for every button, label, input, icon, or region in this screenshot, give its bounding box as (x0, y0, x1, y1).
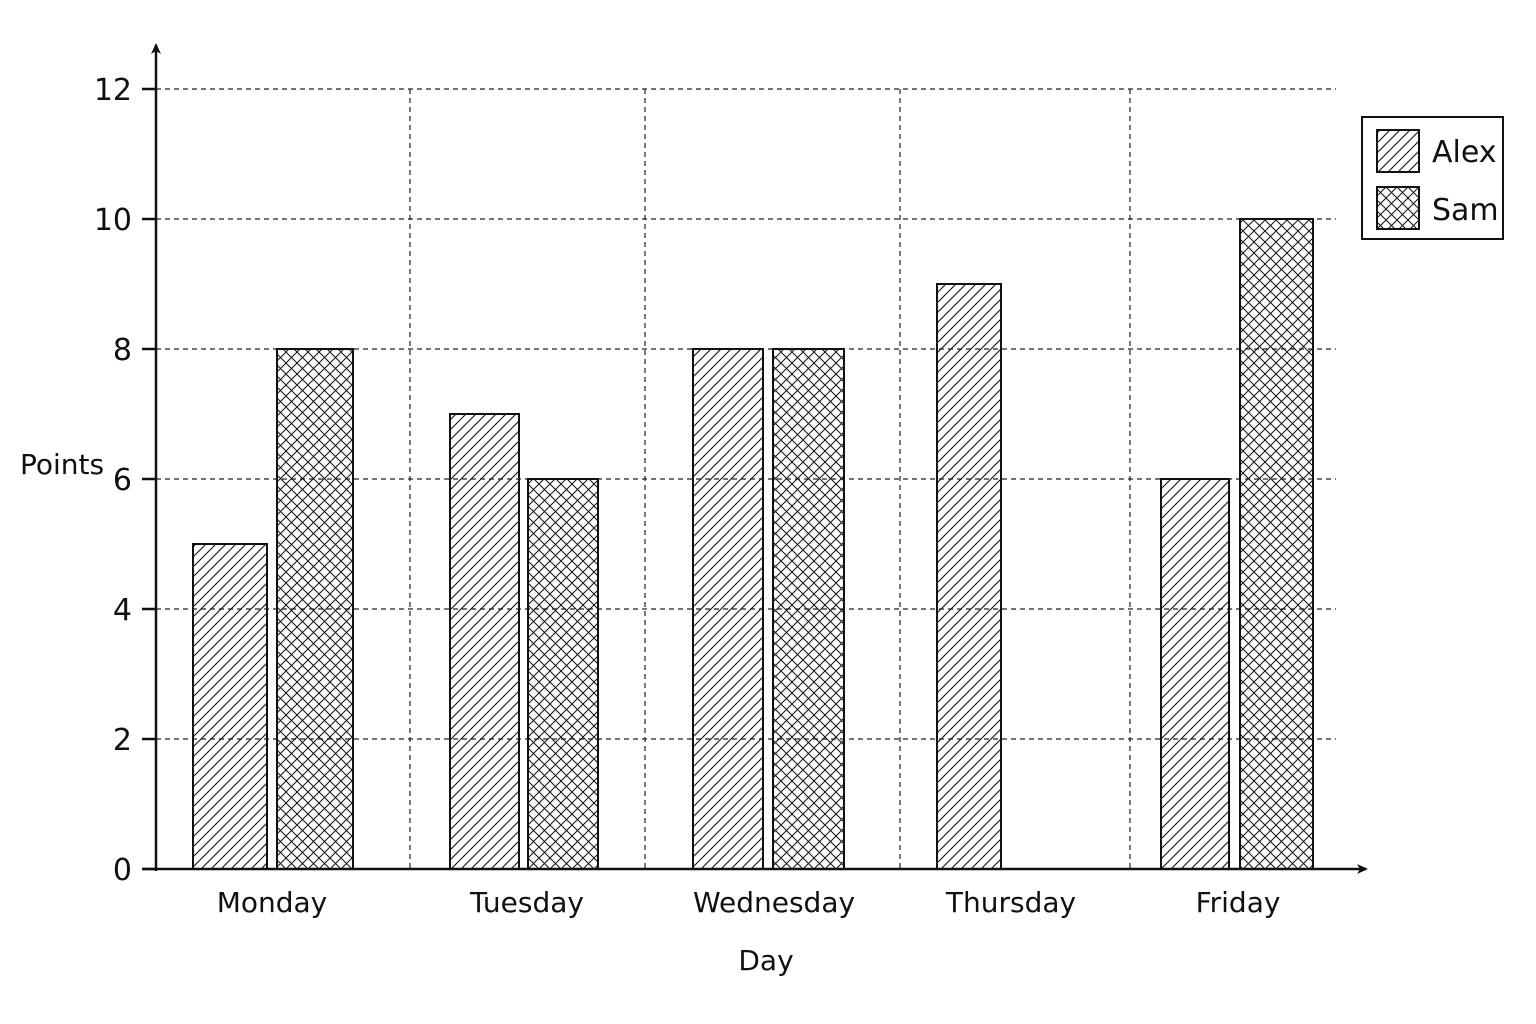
y-tick-labels: 0 2 4 6 8 10 12 (94, 73, 132, 888)
y-tick-label: 2 (113, 723, 132, 758)
bar-sam-tuesday (527, 478, 599, 870)
bar-sam-monday (276, 348, 354, 870)
legend-swatch-sam (1376, 186, 1420, 230)
bar-alex-wednesday (692, 348, 764, 870)
x-tick-labels: Monday Tuesday Wednesday Thursday Friday (217, 886, 1281, 919)
bar-alex-thursday (936, 283, 1002, 870)
x-tick-label: Wednesday (693, 886, 855, 919)
x-tick-label: Tuesday (469, 886, 584, 919)
y-tick-label: 8 (113, 333, 132, 368)
y-axis-title: Points (20, 448, 104, 481)
y-tick-label: 12 (94, 73, 132, 108)
legend-label-sam: Sam (1432, 193, 1499, 228)
x-tick-label: Monday (217, 886, 328, 919)
legend: Alex Sam (1361, 116, 1504, 240)
legend-label-alex: Alex (1432, 135, 1497, 170)
bars (192, 218, 1314, 870)
bar-alex-tuesday (449, 413, 520, 870)
bar-sam-friday (1239, 218, 1314, 870)
x-tick-label: Friday (1196, 886, 1281, 919)
bar-sam-wednesday (772, 348, 845, 870)
y-tick-label: 10 (94, 203, 132, 238)
bar-alex-friday (1160, 478, 1230, 870)
x-tick-label: Thursday (945, 886, 1076, 919)
x-axis-title: Day (738, 944, 793, 977)
y-tick-label: 4 (113, 593, 132, 628)
y-tick-label: 6 (113, 463, 132, 498)
y-tick-label: 0 (113, 853, 132, 888)
bar-alex-monday (192, 543, 268, 870)
legend-swatch-alex (1376, 129, 1420, 173)
axes (142, 43, 1368, 874)
